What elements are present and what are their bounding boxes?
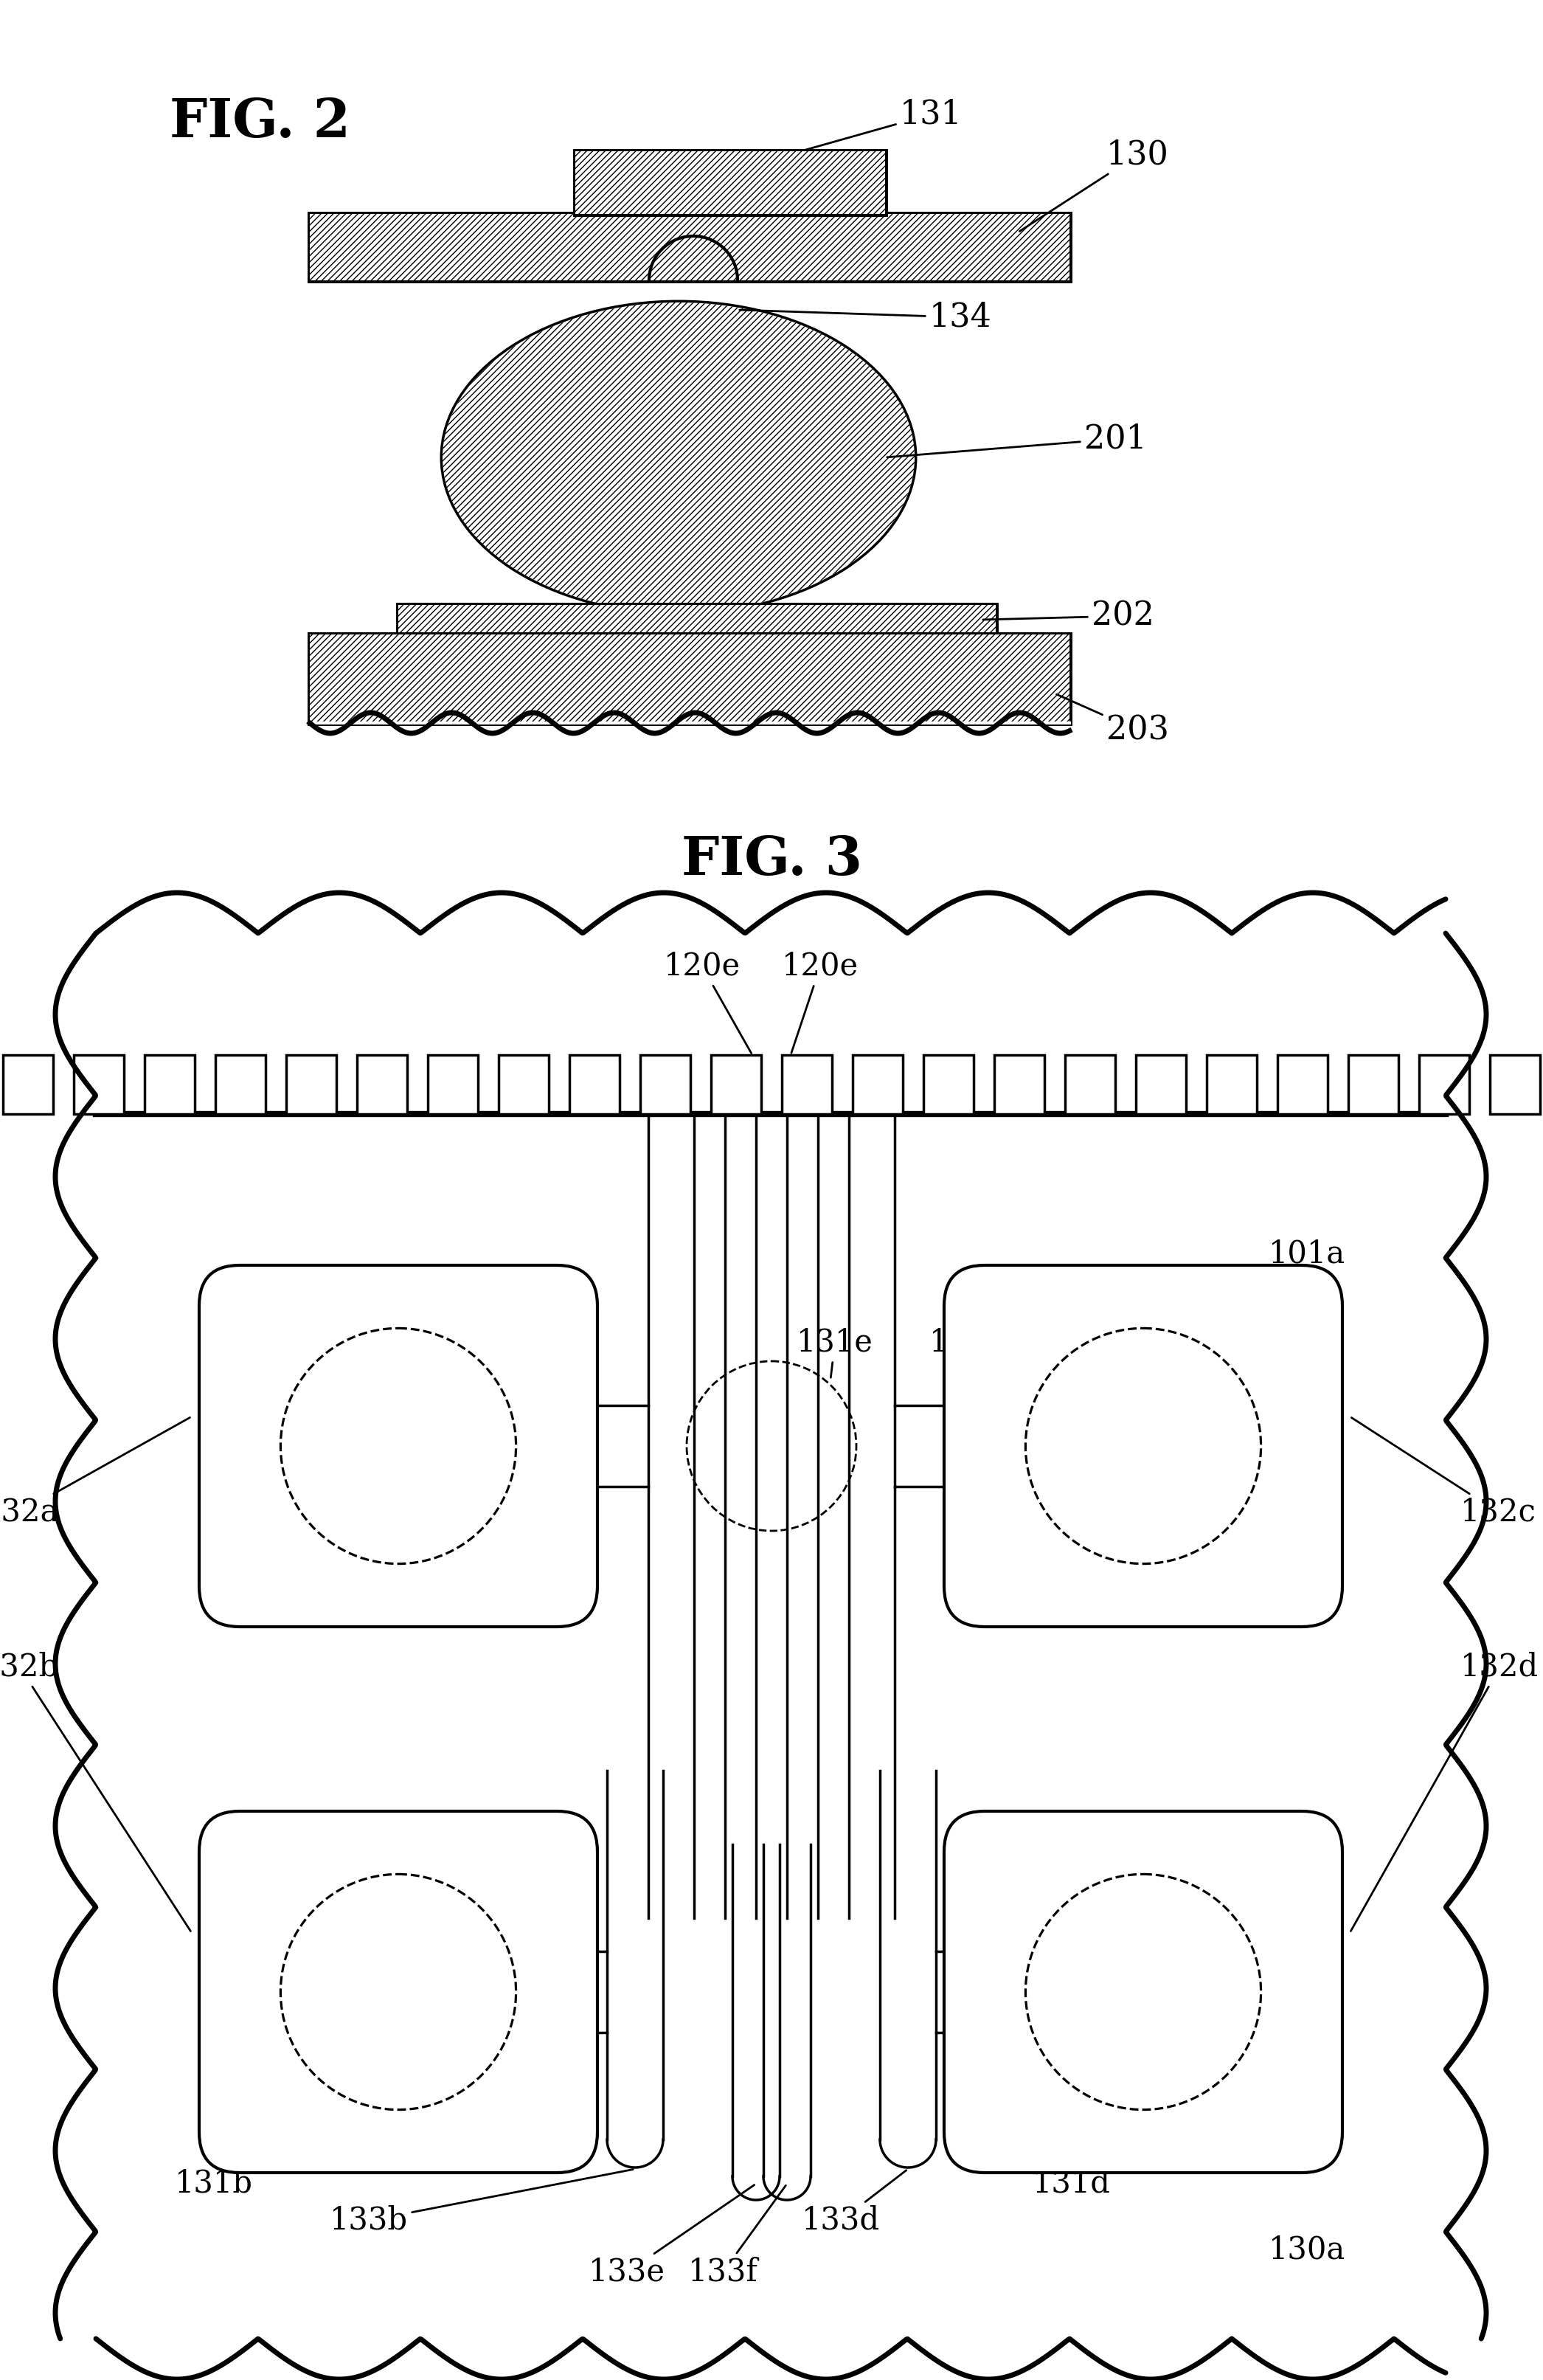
Bar [74,1054,123,1114]
Text: 131: 131 [776,98,963,157]
Text: 132a: 132a [0,1418,190,1528]
Bar [427,1054,478,1114]
Bar [310,214,1069,281]
Ellipse shape [443,302,915,612]
Bar [640,1054,690,1114]
Text: 132c: 132c [1352,1418,1537,1528]
Bar [96,933,1446,2340]
Text: 133a: 133a [272,1975,397,2006]
FancyBboxPatch shape [944,1811,1342,2173]
Text: 132b: 132b [0,1652,191,1930]
Text: 201: 201 [887,424,1146,457]
Text: 133d: 133d [802,2171,906,2237]
Bar [3,1054,52,1114]
Bar [1349,1054,1398,1114]
Bar [1065,1054,1116,1114]
Bar [1278,1054,1327,1114]
Bar [145,1054,194,1114]
Bar [398,605,995,635]
Text: 203: 203 [1057,695,1170,747]
Bar [576,152,886,214]
Bar [1420,1054,1469,1114]
Bar [310,214,1069,281]
Text: 131a: 131a [322,1328,434,1359]
Text: FIG. 2: FIG. 2 [170,95,350,148]
Text: 120e: 120e [782,952,858,1052]
Text: 131b: 131b [174,2125,352,2199]
Text: 131c: 131c [929,1328,1105,1359]
Bar [782,1054,832,1114]
Bar [923,1054,974,1114]
Bar [1491,1054,1540,1114]
Text: 131e: 131e [796,1328,873,1378]
Bar [576,152,886,214]
Bar [498,1054,549,1114]
Bar [356,1054,407,1114]
Text: 133b: 133b [330,2171,633,2237]
Text: 120e: 120e [663,952,751,1054]
FancyBboxPatch shape [199,1266,597,1628]
Text: 130a: 130a [1268,2235,1345,2266]
Bar [569,1054,620,1114]
Bar [398,605,995,635]
Text: FIG. 3: FIG. 3 [680,833,863,885]
FancyBboxPatch shape [199,1811,597,2173]
Ellipse shape [443,302,915,612]
Text: 101a: 101a [1268,1238,1345,1269]
Text: 133c: 133c [944,1975,1142,2006]
Text: 133f: 133f [688,2185,785,2287]
Text: 133e: 133e [588,2185,755,2287]
Text: 132d: 132d [1350,1652,1538,1930]
Bar [285,1054,336,1114]
Text: 202: 202 [983,600,1154,633]
Bar [310,635,1069,724]
Bar [1207,1054,1258,1114]
Text: 134: 134 [739,302,992,333]
Bar [1136,1054,1187,1114]
Bar [994,1054,1045,1114]
Bar [711,1054,761,1114]
Text: 131d: 131d [1032,2125,1185,2199]
Bar [853,1054,903,1114]
FancyBboxPatch shape [944,1266,1342,1628]
Bar [310,635,1069,724]
Bar [216,1054,265,1114]
Text: 130: 130 [1020,138,1170,231]
